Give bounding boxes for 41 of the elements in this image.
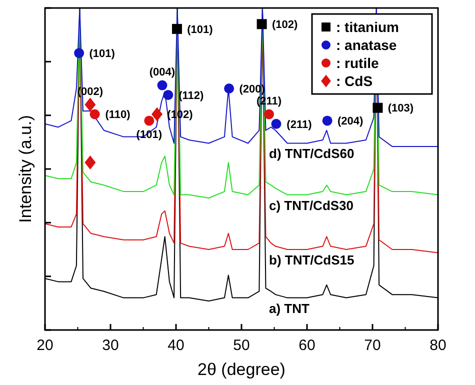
series-label: b) TNT/CdS15 <box>269 252 354 268</box>
x-tick-label: 40 <box>168 337 184 354</box>
x-tick-label: 60 <box>298 337 316 354</box>
point <box>322 116 332 126</box>
series-label: a) TNT <box>269 300 310 316</box>
x-tick-label: 20 <box>36 337 54 354</box>
point <box>224 84 234 94</box>
annotation: (204) <box>337 116 364 128</box>
point <box>256 19 267 30</box>
legend-label: : anatase <box>336 36 397 53</box>
annotation: (004) <box>149 66 176 79</box>
x-tick-label: 70 <box>364 337 381 354</box>
point <box>90 109 100 120</box>
legend-label: : CdS <box>336 72 373 89</box>
x-tick-label: 50 <box>233 337 250 354</box>
point <box>84 98 96 112</box>
annotation: (101) <box>187 24 214 36</box>
x-tick-label: 30 <box>102 337 119 354</box>
legend-label: : titanium <box>336 18 399 35</box>
annotation: (101) <box>136 129 162 142</box>
point <box>84 156 96 170</box>
point <box>74 48 84 58</box>
y-axis-title: Intensity (a.u.) <box>16 115 35 223</box>
annotation: (102) <box>272 18 298 31</box>
legend-label: : rutile <box>336 54 379 71</box>
point <box>264 109 274 120</box>
x-tick-label: 80 <box>430 337 446 354</box>
annotation: (211) <box>286 118 312 131</box>
series-label: c) TNT/CdS30 <box>269 198 354 213</box>
annotation: (103) <box>388 102 414 115</box>
point <box>157 80 168 90</box>
point <box>372 102 383 113</box>
point <box>152 107 163 122</box>
point <box>271 118 282 129</box>
series-label: d) TNT/CdS60 <box>269 146 354 162</box>
point <box>144 116 154 126</box>
annotation: (101) <box>89 48 116 60</box>
point <box>163 90 174 100</box>
annotation: (110) <box>105 109 131 122</box>
x-axis-title: 2θ (degree) <box>198 360 286 379</box>
point <box>172 24 182 34</box>
